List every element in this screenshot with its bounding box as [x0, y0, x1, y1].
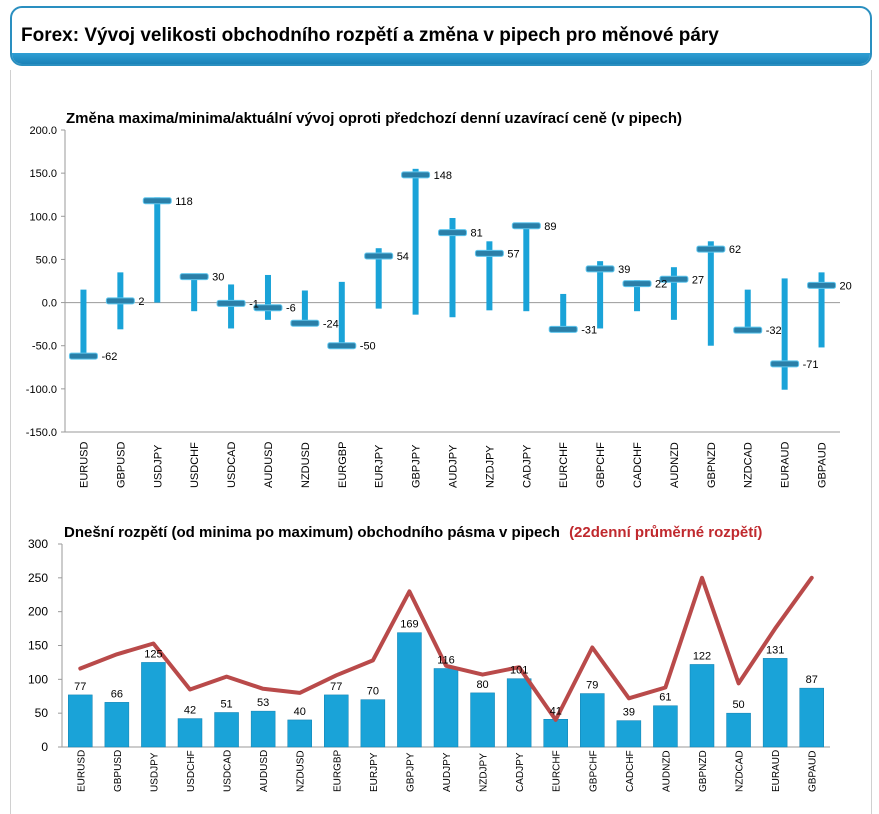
chart1-current-marker — [105, 297, 135, 305]
chart1-data-label: -24 — [323, 318, 339, 330]
header-accent-bar — [12, 53, 870, 64]
chart1-x-tick-label: EURCHF — [558, 442, 570, 488]
chart1-y-tick-label: 200.0 — [29, 125, 57, 137]
chart1-x-tick-label: EURAUD — [780, 441, 792, 488]
chart1-x-tick-label: GBPUSD — [115, 441, 127, 488]
chart1-current-marker — [290, 319, 320, 327]
chart1-data-label: 27 — [692, 274, 704, 286]
chart1-x-tick-label: NZDUSD — [300, 442, 312, 488]
chart1-y-tick-label: -50.0 — [32, 341, 57, 353]
chart1-y-tick-label: 50.0 — [36, 254, 57, 266]
chart1-current-marker — [438, 229, 467, 237]
chart1-range-bar — [634, 280, 641, 312]
chart1-range-bar — [80, 289, 87, 357]
chart1-data-label: 62 — [729, 244, 741, 256]
chart1-y-tick-label: 100.0 — [29, 211, 57, 223]
chart1-range-bar — [412, 168, 419, 315]
chart1-x-tick-label: AUDJPY — [448, 444, 460, 488]
chart1-x-tick-label: GBPJPY — [411, 444, 423, 488]
chart1-range-bar — [523, 223, 530, 312]
chart1-range-bar — [597, 261, 604, 329]
chart1-data-label: -6 — [286, 303, 296, 315]
chart1-range-bar — [191, 274, 198, 312]
chart1-current-marker — [327, 342, 357, 350]
chart1-data-label: 2 — [138, 296, 144, 308]
chart1-range-bar — [449, 218, 456, 318]
chart1-range-bar — [154, 197, 161, 303]
chart1-current-marker — [253, 304, 283, 312]
chart1-data-label: -1 — [249, 298, 259, 310]
chart1-x-tick-label: GBPCHF — [595, 442, 607, 488]
chart1-x-tick-label: NZDCAD — [743, 442, 755, 488]
chart1-current-marker — [142, 197, 172, 205]
chart1-data-label: 20 — [840, 280, 852, 292]
chart1-range-bar — [338, 281, 345, 346]
chart1-x-tick-label: GBPNZD — [706, 442, 718, 488]
chart1-data-label: -71 — [803, 359, 819, 371]
chart1-data-label: 54 — [397, 251, 409, 263]
chart1-range-bar — [301, 290, 308, 322]
chart1-range-bar — [560, 293, 567, 330]
chart1-current-marker — [401, 171, 431, 179]
chart1-data-label: 81 — [471, 228, 483, 240]
chart1-x-tick-label: AUDUSD — [263, 441, 275, 488]
chart1-x-tick-label: EURJPY — [374, 444, 386, 488]
chart1-range-bar — [670, 267, 677, 320]
chart1-current-marker — [364, 252, 394, 260]
chart1-data-label: 30 — [212, 272, 224, 284]
chart1-x-tick-label: AUDNZD — [669, 442, 681, 488]
chart1-range-bar — [707, 241, 714, 346]
pip-change-chart: Změna maxima/minima/aktuální vývoj oprot… — [26, 110, 852, 488]
chart1-data-label: 22 — [655, 279, 667, 291]
chart1-y-tick-label: 0.0 — [42, 298, 57, 310]
chart1-x-tick-label: USDCAD — [226, 441, 238, 488]
chart1-data-label: -50 — [360, 341, 376, 353]
chart1-current-marker — [585, 265, 615, 273]
chart1-current-marker — [659, 275, 689, 283]
chart1-data-label: -62 — [101, 351, 117, 363]
page-title: Forex: Vývoj velikosti obchodního rozpět… — [21, 25, 719, 46]
chart1-current-marker — [179, 273, 209, 281]
chart1-title: Změna maxima/minima/aktuální vývoj oprot… — [66, 110, 682, 127]
chart1-data-label: 89 — [544, 221, 556, 233]
chart1-current-marker — [511, 222, 541, 230]
chart1-current-marker — [68, 352, 98, 360]
chart1-range-bar — [744, 289, 751, 332]
chart1-range-bar — [781, 278, 788, 390]
chart1-current-marker — [622, 280, 652, 288]
chart1-y-tick-label: 150.0 — [29, 168, 57, 180]
chart1-current-marker — [216, 299, 246, 307]
chart1-current-marker — [696, 245, 726, 253]
chart1-data-label: 39 — [618, 264, 630, 276]
chart1-data-label: 148 — [434, 170, 452, 182]
chart1-x-tick-label: EURGBP — [337, 442, 349, 488]
chart1-current-marker — [548, 325, 578, 333]
chart1-y-tick-label: -150.0 — [26, 427, 57, 439]
chart1-x-tick-label: CADJPY — [521, 444, 533, 488]
chart1-data-label: -31 — [581, 324, 597, 336]
chart1-y-tick-label: -100.0 — [26, 384, 57, 396]
chart1-x-tick-label: USDJPY — [152, 444, 164, 488]
charts-panel — [10, 70, 872, 814]
chart1-range-bar — [264, 274, 271, 320]
chart1-current-marker — [807, 281, 837, 289]
chart1-x-tick-label: EURUSD — [78, 441, 90, 488]
header-banner: Forex: Vývoj velikosti obchodního rozpět… — [10, 6, 872, 66]
chart1-x-tick-label: GBPAUD — [817, 442, 829, 488]
chart1-data-label: -32 — [766, 325, 782, 337]
chart1-data-label: 118 — [175, 196, 193, 208]
chart1-x-tick-label: CADCHF — [632, 442, 644, 488]
chart1-current-marker — [474, 249, 504, 257]
chart1-x-tick-label: NZDJPY — [484, 445, 496, 488]
chart1-range-bar — [375, 248, 382, 309]
chart1-range-bar — [486, 241, 493, 311]
chart1-current-marker — [733, 326, 763, 334]
chart1-x-tick-label: USDCHF — [189, 442, 201, 488]
chart1-range-bar — [818, 272, 825, 348]
chart1-data-label: 57 — [507, 248, 519, 260]
chart1-current-marker — [770, 360, 800, 368]
